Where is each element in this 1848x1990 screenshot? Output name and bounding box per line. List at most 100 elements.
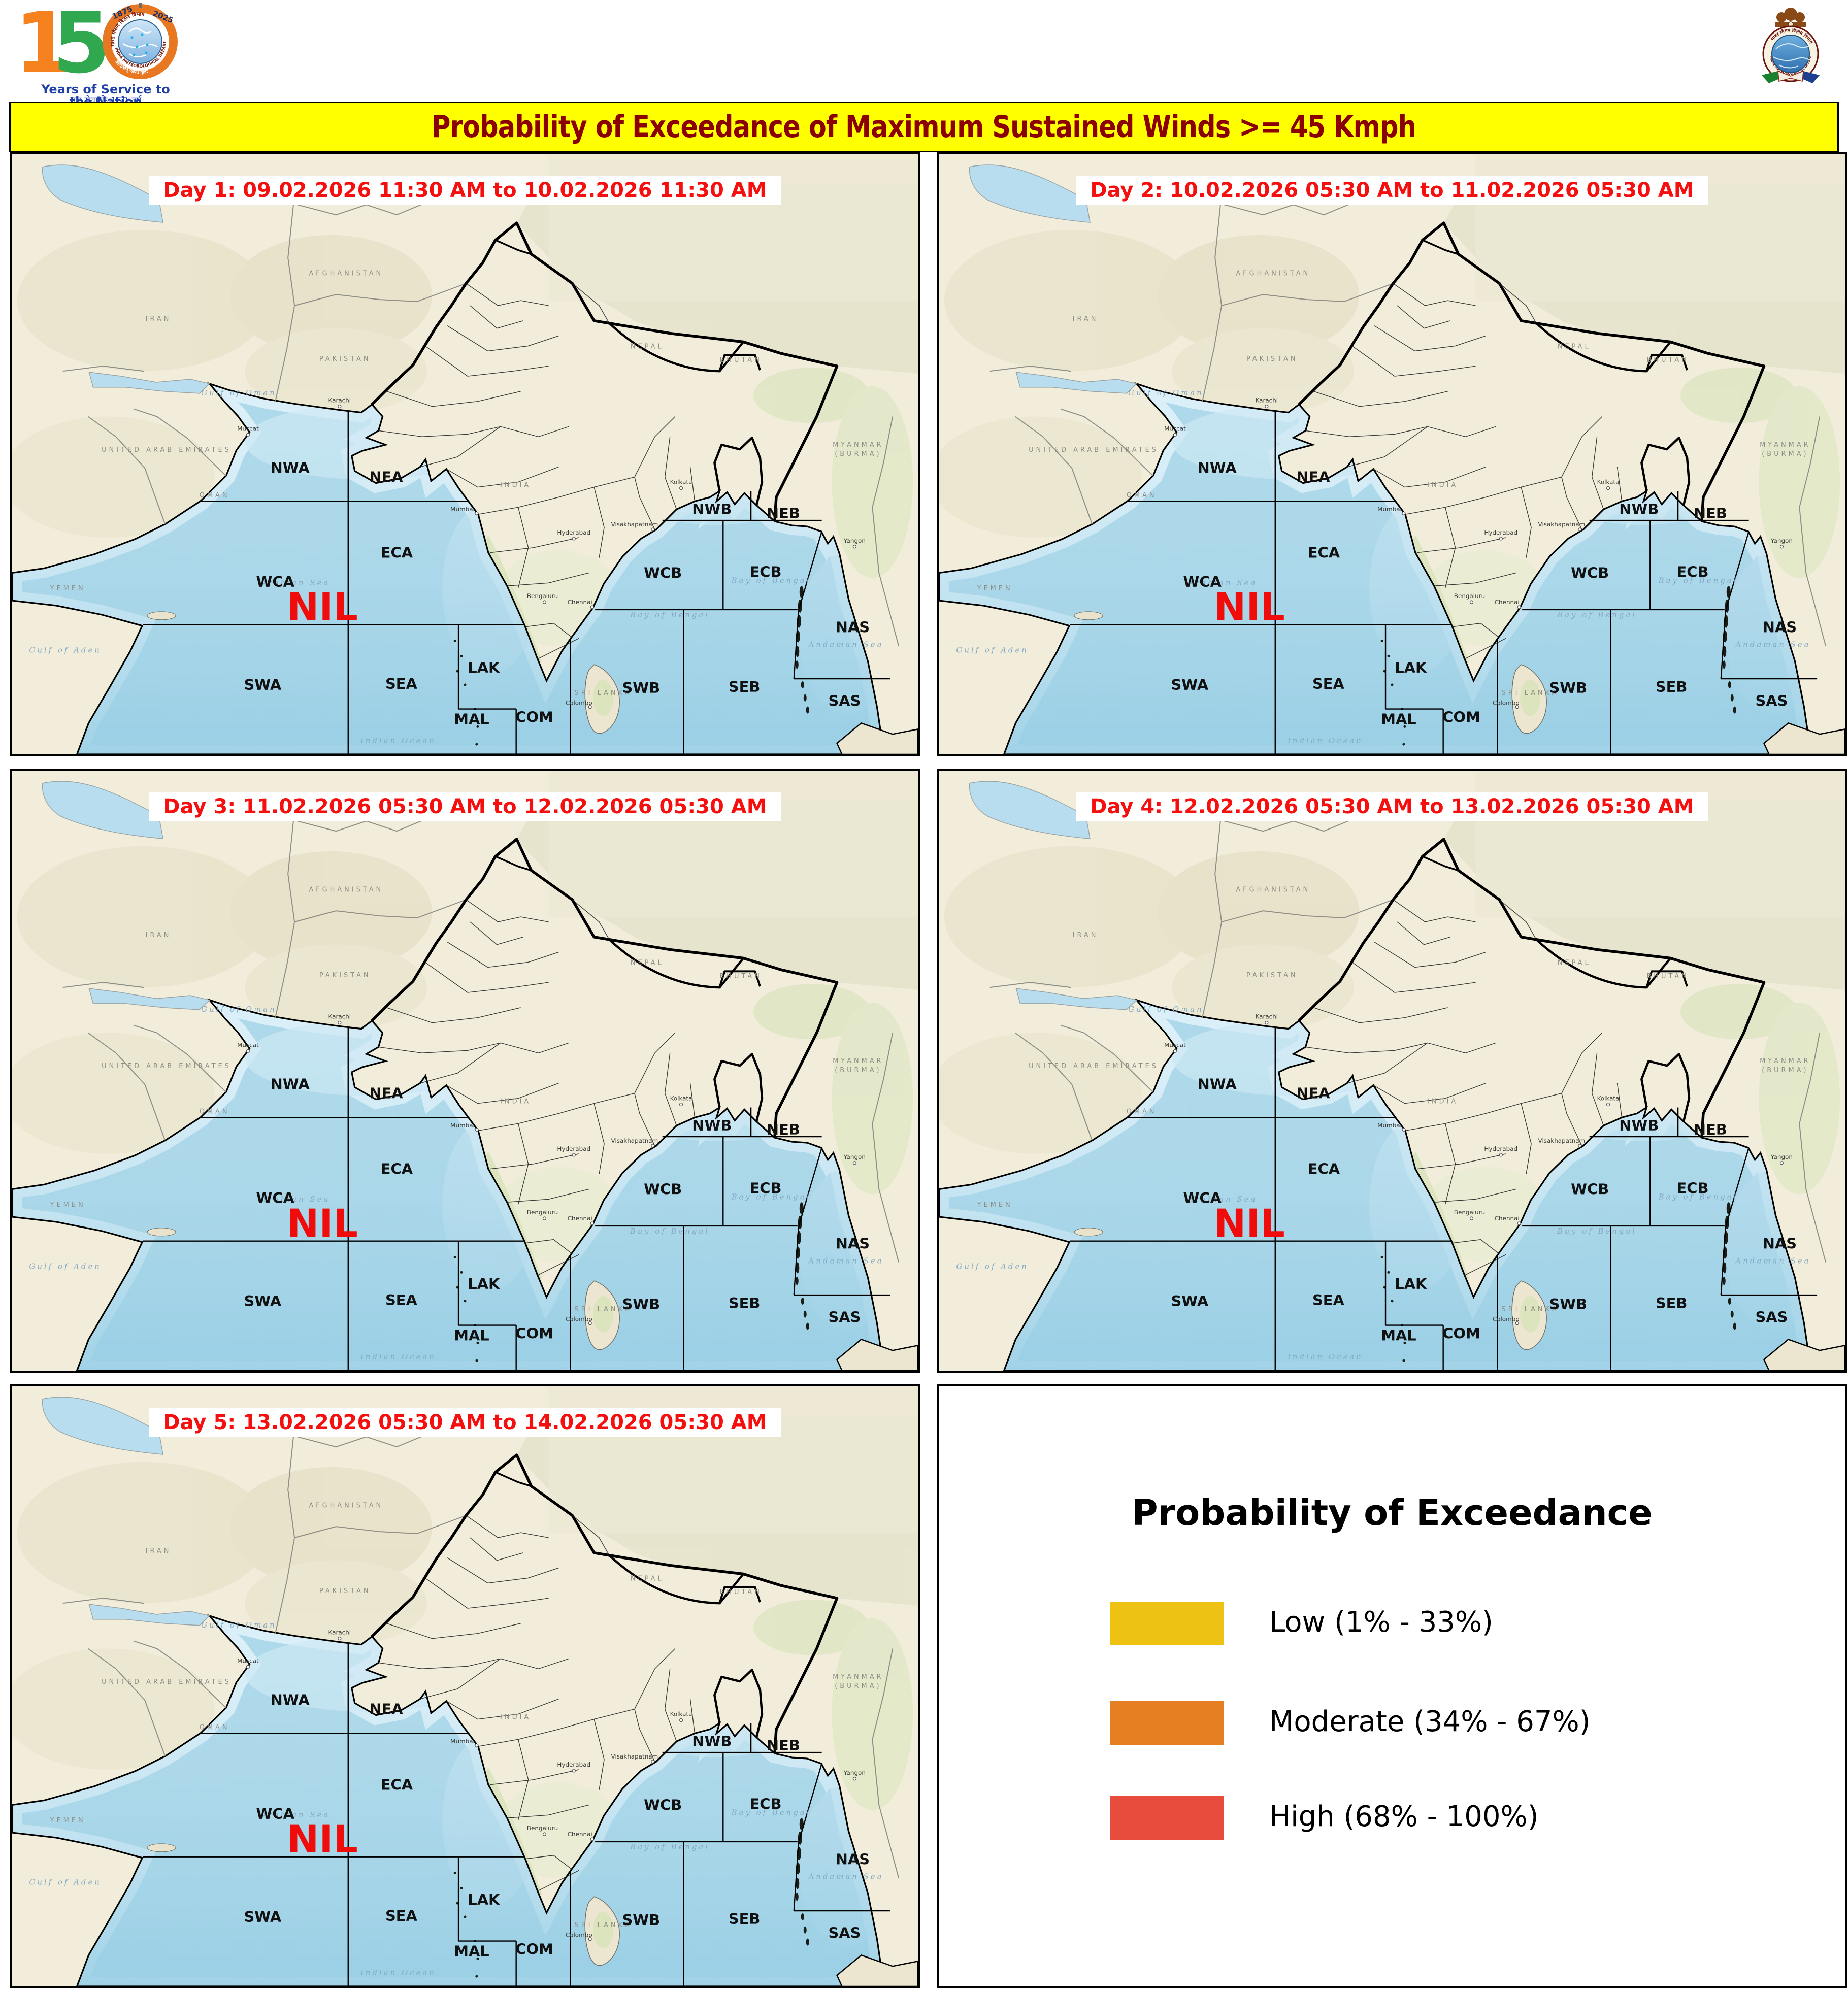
gulf-of-oman-label: Gulf of Oman <box>201 1620 277 1630</box>
bay-of-bengal-label-2: Bay of Bengal <box>1557 610 1637 619</box>
bhutan-label: BHUTAN <box>1646 356 1689 364</box>
state-borders <box>1305 283 1623 659</box>
zone-label-nea: NEA <box>1296 469 1330 486</box>
islands <box>147 1843 176 1852</box>
zone-label-mal: MAL <box>454 1942 489 1960</box>
zone-label-eca: ECA <box>1308 544 1340 561</box>
islands <box>147 1228 176 1237</box>
india-label: INDIA <box>1427 482 1458 489</box>
zone-label-mal: MAL <box>454 710 489 727</box>
sumatra <box>1763 722 1845 754</box>
afghanistan-label: AFGHANISTAN <box>309 1502 383 1509</box>
state-borders <box>378 283 696 659</box>
city-hyderabad: Hyderabad <box>557 1761 590 1768</box>
myanmar-label: MYANMAR <box>833 441 884 449</box>
zone-label-nwb: NWB <box>692 1733 732 1750</box>
bay-of-bengal-label: Bay of Bengal <box>731 576 811 585</box>
sea-name-labels: Gulf of Oman Arabian Sea Gulf of Aden Ba… <box>956 1005 1808 1362</box>
city-hyderabad: Hyderabad <box>1484 1145 1517 1152</box>
legend-title: Probability of Exceedance <box>1132 1492 1653 1534</box>
yemen-label: YEMEN <box>50 585 86 592</box>
zone-label-lak: LAK <box>468 1275 501 1292</box>
zone-label-sea: SEA <box>385 675 418 692</box>
zone-label-wcb: WCB <box>644 1180 682 1198</box>
india-label: INDIA <box>500 1098 531 1106</box>
bhutan-label: BHUTAN <box>719 973 762 980</box>
myanmar-label: MYANMAR <box>833 1673 884 1681</box>
city-labels: Muscat Karachi Mumbai Hyderabad Bengalur… <box>237 397 866 709</box>
city-karachi: Karachi <box>1256 1013 1278 1020</box>
country-name-labels: IRAN AFGHANISTAN PAKISTAN OMAN YEMEN UNI… <box>50 270 884 696</box>
city-mumbai: Mumbai <box>1377 506 1402 513</box>
city-kolkata: Kolkata <box>1597 1095 1620 1102</box>
nepal-label: NEPAL <box>1558 343 1591 350</box>
sri-lanka-relief <box>1520 679 1541 716</box>
panel-day-header: Day 4: 12.02.2026 05:30 AM to 13.02.2026… <box>1076 792 1708 821</box>
islands <box>147 611 176 620</box>
sri-lanka-label: SRI LANKA <box>575 1921 632 1929</box>
zone-label-neb: NEB <box>767 1121 800 1138</box>
yemen-label: YEMEN <box>50 1201 86 1209</box>
bay-of-bengal-label-2: Bay of Bengal <box>1557 1226 1637 1236</box>
city-bengaluru: Bengaluru <box>527 592 558 600</box>
islands <box>1074 1228 1103 1237</box>
city-visakhapatnam: Visakhapatnam <box>1538 1137 1586 1144</box>
zone-label-swb: SWB <box>1549 679 1587 696</box>
city-visakhapatnam: Visakhapatnam <box>611 1137 658 1144</box>
sea-name-labels: Gulf of Oman Arabian Sea Gulf of Aden Ba… <box>29 1005 881 1362</box>
city-muscat: Muscat <box>237 1657 259 1664</box>
myanmar-burma-label: (BURMA) <box>835 1067 881 1074</box>
iran-label: IRAN <box>146 932 172 939</box>
zone-label-seb: SEB <box>1656 1295 1688 1312</box>
indian-ocean-label: Indian Ocean <box>360 1352 436 1362</box>
city-visakhapatnam: Visakhapatnam <box>1538 521 1586 528</box>
myanmar-burma-label: (BURMA) <box>1762 1067 1808 1074</box>
city-colombo: Colombo <box>566 700 592 707</box>
zone-label-nea: NEA <box>369 1701 403 1718</box>
gulf-of-oman-label: Gulf of Oman <box>1128 1005 1204 1014</box>
city-mumbai: Mumbai <box>450 1122 475 1129</box>
map-panel-day-3: Day 3: 11.02.2026 05:30 AM to 12.02.2026… <box>10 769 920 1373</box>
zone-label-nas: NAS <box>1763 619 1797 636</box>
afghanistan-label: AFGHANISTAN <box>309 270 383 277</box>
oman-label: OMAN <box>200 491 230 499</box>
india-border <box>1298 838 1766 1138</box>
zone-label-neb: NEB <box>1694 1121 1727 1138</box>
city-yangon: Yangon <box>1770 537 1793 544</box>
zone-label-sea: SEA <box>385 1291 418 1309</box>
city-mumbai: Mumbai <box>450 1738 475 1745</box>
yemen-label: YEMEN <box>50 1817 86 1825</box>
zone-label-nas: NAS <box>836 1235 870 1252</box>
panel-status-nil: NIL <box>287 585 358 629</box>
zone-label-wca: WCA <box>256 573 295 590</box>
persian-gulf <box>1015 988 1138 1010</box>
city-karachi: Karachi <box>328 397 351 404</box>
zone-label-sea: SEA <box>385 1907 418 1925</box>
city-yangon: Yangon <box>1770 1153 1793 1160</box>
gulf-of-oman-label: Gulf of Oman <box>201 1005 277 1014</box>
map-panel-day-4: Day 4: 12.02.2026 05:30 AM to 13.02.2026… <box>937 769 1847 1373</box>
country-name-labels: IRAN AFGHANISTAN PAKISTAN OMAN YEMEN UNI… <box>977 886 1808 1313</box>
city-yangon: Yangon <box>843 537 866 544</box>
legend-swatch-low <box>1110 1602 1224 1645</box>
bhutan-label: BHUTAN <box>1646 973 1689 980</box>
zone-label-lak: LAK <box>1395 1275 1428 1292</box>
panel-status-nil: NIL <box>1214 585 1285 629</box>
sri-lanka-label: SRI LANKA <box>575 1306 632 1313</box>
zone-label-com: COM <box>515 708 553 725</box>
gulf-of-oman-label: Gulf of Oman <box>201 388 277 397</box>
zone-label-swa: SWA <box>244 1908 281 1926</box>
andaman-sea-label: Andaman Sea <box>1734 640 1810 649</box>
sea-zone-labels: NWA NEA ECA WCA SWA SEA LAK MAL COM NWB … <box>244 459 870 728</box>
andaman-sea-label: Andaman Sea <box>807 1872 883 1881</box>
india-sea-zones-map: Gulf of Oman Arabian Sea Gulf of Aden Ba… <box>12 1386 918 1986</box>
gulf-of-oman-label: Gulf of Oman <box>1128 388 1204 397</box>
city-kolkata: Kolkata <box>1597 479 1620 486</box>
zone-label-sea: SEA <box>1312 1291 1345 1309</box>
sea-zone-grid <box>1070 1026 1818 1371</box>
legend-row-moderate: Moderate (34% - 67%) <box>939 1701 1845 1745</box>
gulf-of-aden-label: Gulf of Aden <box>29 1262 101 1271</box>
main-title-bar: Probability of Exceedance of Maximum Sus… <box>9 102 1839 152</box>
zone-label-wca: WCA <box>1183 573 1222 590</box>
